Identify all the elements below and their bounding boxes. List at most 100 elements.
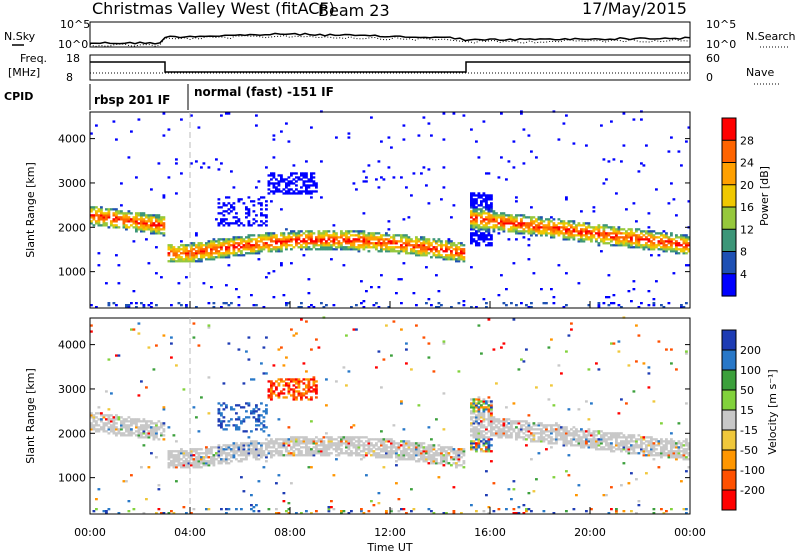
heatmap-cell [205,258,208,261]
heatmap-cell [135,228,138,231]
heatmap-cell [122,432,126,435]
heatmap-cell [102,216,106,219]
heatmap-cell [365,244,368,247]
heatmap-cell [460,456,463,459]
heatmap-cell [487,218,491,221]
heatmap-cell [475,226,478,229]
heatmap-cell [267,272,271,275]
heatmap-cell [505,426,508,429]
heatmap-cell [307,278,311,281]
heatmap-cell [340,234,343,237]
heatmap-cell [552,232,556,235]
heatmap-cell [97,220,101,223]
heatmap-cell [580,236,583,239]
heatmap-cell [345,334,348,337]
heatmap-cell [102,424,106,427]
heatmap-cell [182,506,186,509]
heatmap-cell [647,230,651,233]
heatmap-cell [235,252,238,255]
heatmap-cell [377,502,381,505]
heatmap-cell [345,236,348,239]
heatmap-cell [297,438,301,441]
nsearch-line [89,34,691,48]
heatmap-cell [160,232,163,235]
heatmap-cell [532,436,536,439]
heatmap-cell [505,214,508,217]
heatmap-cell [312,232,316,235]
heatmap-cell [522,224,526,227]
heatmap-cell [152,224,156,227]
heatmap-cell [137,432,141,435]
heatmap-cell [140,380,143,383]
heatmap-cell [542,436,546,439]
heatmap-cell [422,450,426,453]
heatmap-cell [595,362,598,365]
heatmap-cell [225,302,228,305]
heatmap-cell [662,446,666,449]
heatmap-cell [427,342,431,345]
heatmap-cell [565,272,568,275]
heatmap-cell [557,222,561,225]
heatmap-cell [92,414,96,417]
heatmap-cell [487,198,491,201]
heatmap-cell [250,444,253,447]
heatmap-cell [400,302,403,305]
heatmap-cell [685,448,688,451]
heatmap-cell [590,230,593,233]
heatmap-cell [550,430,553,433]
nsky-line [90,32,691,45]
heatmap-cell [230,454,233,457]
heatmap-cell [402,450,406,453]
heatmap-cell [150,222,153,225]
heatmap-cell [380,248,383,251]
heatmap-cell [390,448,393,451]
heatmap-cell [497,418,501,421]
heatmap-cell [402,448,406,451]
colorbar-tick-label: -100 [740,464,765,477]
heatmap-cell [297,384,301,387]
heatmap-cell [162,334,166,337]
heatmap-cell [222,460,226,463]
colorbar-segment [722,330,736,351]
heatmap-cell [575,440,578,443]
heatmap-cell [180,304,183,307]
heatmap-cell [615,448,618,451]
heatmap-cell [447,248,451,251]
heatmap-cell [455,456,458,459]
heatmap-cell [620,442,623,445]
heatmap-cell [460,450,463,453]
heatmap-cell [537,438,541,441]
heatmap-cell [160,432,163,435]
heatmap-cell [597,242,601,245]
heatmap-cell [342,232,346,235]
heatmap-cell [102,416,106,419]
heatmap-cell [482,444,486,447]
heatmap-cell [500,220,503,223]
heatmap-cell [577,438,581,441]
heatmap-cell [487,194,491,197]
heatmap-cell [585,436,588,439]
heatmap-cell [615,244,618,247]
heatmap-cell [517,420,521,423]
heatmap-cell [292,384,296,387]
heatmap-cell [460,512,463,515]
heatmap-cell [532,216,536,219]
nave-tick-bottom: 0 [706,71,713,84]
heatmap-cell [375,448,378,451]
heatmap-cell [247,214,251,217]
heatmap-cell [255,456,258,459]
heatmap-cell [442,112,446,115]
heatmap-cell [380,444,383,447]
heatmap-cell [340,236,343,239]
heatmap-cell [480,440,483,443]
heatmap-cell [372,504,376,507]
heatmap-cell [192,508,196,511]
heatmap-cell [640,448,643,451]
heatmap-cell [575,438,578,441]
heatmap-cell [277,418,281,421]
heatmap-cell [475,428,478,431]
heatmap-cell [440,454,443,457]
heatmap-cell [475,418,478,421]
heatmap-cell [292,246,296,249]
heatmap-cell [475,208,478,211]
